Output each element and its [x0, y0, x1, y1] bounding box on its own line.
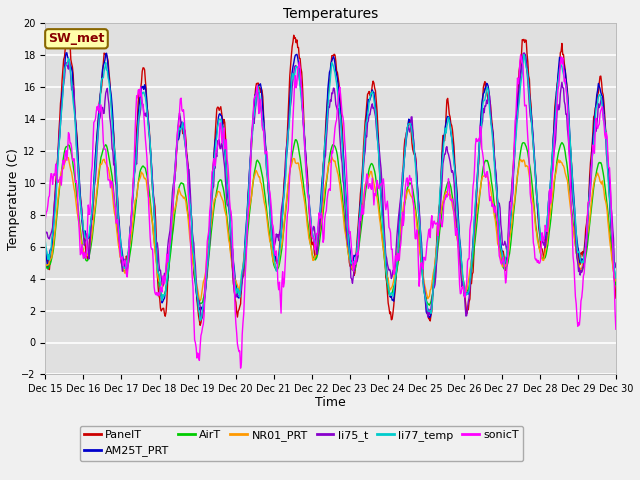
li75_t [520, 50, 527, 56]
Title: Temperatures: Temperatures [283, 7, 378, 21]
NR01_PRT [419, 264, 426, 270]
Line: AM25T_PRT: AM25T_PRT [45, 53, 616, 318]
AirT [42, 261, 49, 267]
li77_temp [111, 146, 118, 152]
NR01_PRT [52, 219, 60, 225]
PanelT [612, 295, 620, 301]
li77_temp [200, 301, 207, 307]
li77_temp [196, 318, 204, 324]
li77_temp [168, 211, 176, 216]
sonicT [517, 52, 525, 58]
li75_t [200, 302, 207, 308]
X-axis label: Time: Time [316, 396, 346, 408]
li75_t [42, 228, 49, 234]
NR01_PRT [402, 196, 410, 202]
NR01_PRT [111, 210, 118, 216]
sonicT [52, 161, 60, 167]
li75_t [612, 264, 620, 270]
AM25T_PRT [200, 305, 207, 311]
AirT [292, 137, 300, 143]
AM25T_PRT [426, 315, 433, 321]
sonicT [237, 365, 244, 371]
AM25T_PRT [170, 193, 177, 199]
NR01_PRT [196, 298, 204, 303]
AirT [198, 300, 206, 305]
AirT [612, 282, 620, 288]
PanelT [65, 27, 72, 33]
PanelT [52, 180, 60, 185]
AM25T_PRT [111, 161, 119, 167]
AirT [426, 302, 433, 308]
sonicT [198, 325, 206, 331]
Text: SW_met: SW_met [48, 32, 105, 45]
PanelT [170, 200, 177, 206]
sonicT [612, 326, 620, 332]
AM25T_PRT [612, 281, 620, 287]
li75_t [418, 257, 426, 263]
Line: li77_temp: li77_temp [45, 55, 616, 321]
li75_t [168, 190, 176, 196]
NR01_PRT [200, 279, 207, 285]
PanelT [111, 155, 119, 161]
AirT [52, 225, 60, 231]
li77_temp [52, 201, 60, 207]
PanelT [419, 262, 426, 267]
sonicT [111, 202, 118, 207]
sonicT [418, 260, 426, 265]
Line: li75_t: li75_t [45, 53, 616, 319]
NR01_PRT [328, 154, 335, 160]
li77_temp [401, 150, 409, 156]
li75_t [401, 150, 409, 156]
sonicT [168, 208, 176, 214]
Y-axis label: Temperature (C): Temperature (C) [7, 148, 20, 250]
AirT [401, 201, 409, 206]
AM25T_PRT [401, 148, 409, 154]
PanelT [42, 252, 49, 257]
Line: sonicT: sonicT [45, 55, 616, 368]
li77_temp [520, 52, 527, 58]
NR01_PRT [168, 221, 176, 227]
li75_t [111, 161, 118, 167]
sonicT [401, 190, 409, 196]
sonicT [42, 216, 49, 221]
Line: PanelT: PanelT [45, 30, 616, 325]
PanelT [402, 134, 410, 140]
Line: AirT: AirT [45, 140, 616, 305]
AirT [418, 264, 426, 270]
AM25T_PRT [63, 50, 70, 56]
AirT [111, 197, 118, 203]
PanelT [196, 323, 204, 328]
PanelT [200, 295, 208, 300]
li77_temp [42, 239, 49, 245]
li77_temp [418, 251, 426, 257]
AM25T_PRT [418, 240, 426, 245]
Line: NR01_PRT: NR01_PRT [45, 157, 616, 300]
NR01_PRT [42, 262, 49, 267]
Legend: PanelT, AM25T_PRT, AirT, NR01_PRT, li75_t, li77_temp, sonicT: PanelT, AM25T_PRT, AirT, NR01_PRT, li75_… [79, 426, 524, 461]
AirT [168, 233, 176, 239]
NR01_PRT [612, 278, 620, 284]
AM25T_PRT [52, 191, 60, 196]
li77_temp [612, 276, 620, 281]
AM25T_PRT [42, 244, 49, 250]
li75_t [198, 316, 205, 322]
li75_t [52, 187, 60, 192]
